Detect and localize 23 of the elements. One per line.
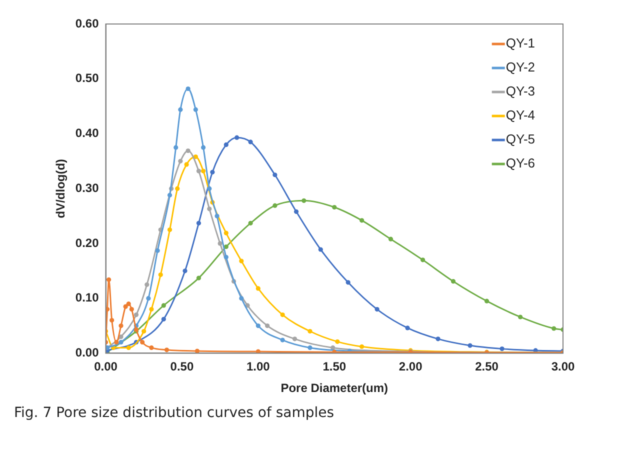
legend-label: QY-3 bbox=[506, 84, 536, 99]
x-tick-label: 2.00 bbox=[398, 360, 423, 374]
y-tick-label: 0.40 bbox=[75, 126, 100, 140]
x-axis-title: Pore Diameter(um) bbox=[280, 381, 388, 396]
legend-label: QY-6 bbox=[506, 156, 536, 171]
x-tick-label: 2.50 bbox=[475, 360, 499, 374]
legend-label: QY-5 bbox=[506, 132, 536, 147]
y-tick-label: 0.60 bbox=[75, 16, 100, 30]
x-tick-label: 3.00 bbox=[551, 360, 575, 374]
x-tick-label: 0.00 bbox=[94, 360, 118, 374]
caption: Fig. 7 Pore size distribution curves of samples bbox=[14, 405, 334, 421]
legend-label: QY-2 bbox=[506, 60, 536, 75]
x-tick-label: 1.50 bbox=[322, 360, 346, 374]
y-tick-label: 0.10 bbox=[75, 290, 100, 305]
x-tick-label: 1.00 bbox=[246, 360, 270, 374]
y-tick-label: 0.20 bbox=[75, 236, 100, 250]
y-tick-label: 0.30 bbox=[75, 180, 100, 195]
legend-label: QY-1 bbox=[506, 36, 536, 51]
legend-label: QY-4 bbox=[506, 108, 536, 123]
x-tick-label: 0.50 bbox=[170, 360, 194, 374]
y-axis-title: dV/dlog(d) bbox=[54, 158, 68, 218]
y-tick-label: 0.50 bbox=[75, 71, 100, 86]
y-tick-label: 0.00 bbox=[75, 346, 100, 360]
